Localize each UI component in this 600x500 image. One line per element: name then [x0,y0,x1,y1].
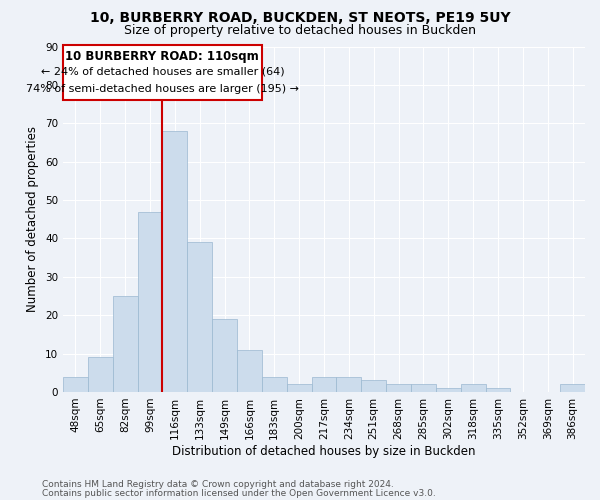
Bar [436,388,461,392]
Bar [63,376,88,392]
FancyBboxPatch shape [63,44,262,100]
Text: 10, BURBERRY ROAD, BUCKDEN, ST NEOTS, PE19 5UY: 10, BURBERRY ROAD, BUCKDEN, ST NEOTS, PE… [89,11,511,25]
Bar [560,384,585,392]
Bar [485,388,511,392]
Bar [163,131,187,392]
Bar [137,212,163,392]
Bar [287,384,311,392]
Bar [386,384,411,392]
Bar [361,380,386,392]
Bar [187,242,212,392]
Y-axis label: Number of detached properties: Number of detached properties [26,126,40,312]
X-axis label: Distribution of detached houses by size in Buckden: Distribution of detached houses by size … [172,444,476,458]
Text: Size of property relative to detached houses in Buckden: Size of property relative to detached ho… [124,24,476,37]
Bar [337,376,361,392]
Text: Contains HM Land Registry data © Crown copyright and database right 2024.: Contains HM Land Registry data © Crown c… [42,480,394,489]
Bar [411,384,436,392]
Text: 10 BURBERRY ROAD: 110sqm: 10 BURBERRY ROAD: 110sqm [65,50,259,62]
Bar [262,376,287,392]
Text: Contains public sector information licensed under the Open Government Licence v3: Contains public sector information licen… [42,489,436,498]
Bar [237,350,262,392]
Bar [311,376,337,392]
Bar [88,358,113,392]
Bar [461,384,485,392]
Text: 74% of semi-detached houses are larger (195) →: 74% of semi-detached houses are larger (… [26,84,299,94]
Bar [212,319,237,392]
Bar [113,296,137,392]
Text: ← 24% of detached houses are smaller (64): ← 24% of detached houses are smaller (64… [41,66,284,76]
